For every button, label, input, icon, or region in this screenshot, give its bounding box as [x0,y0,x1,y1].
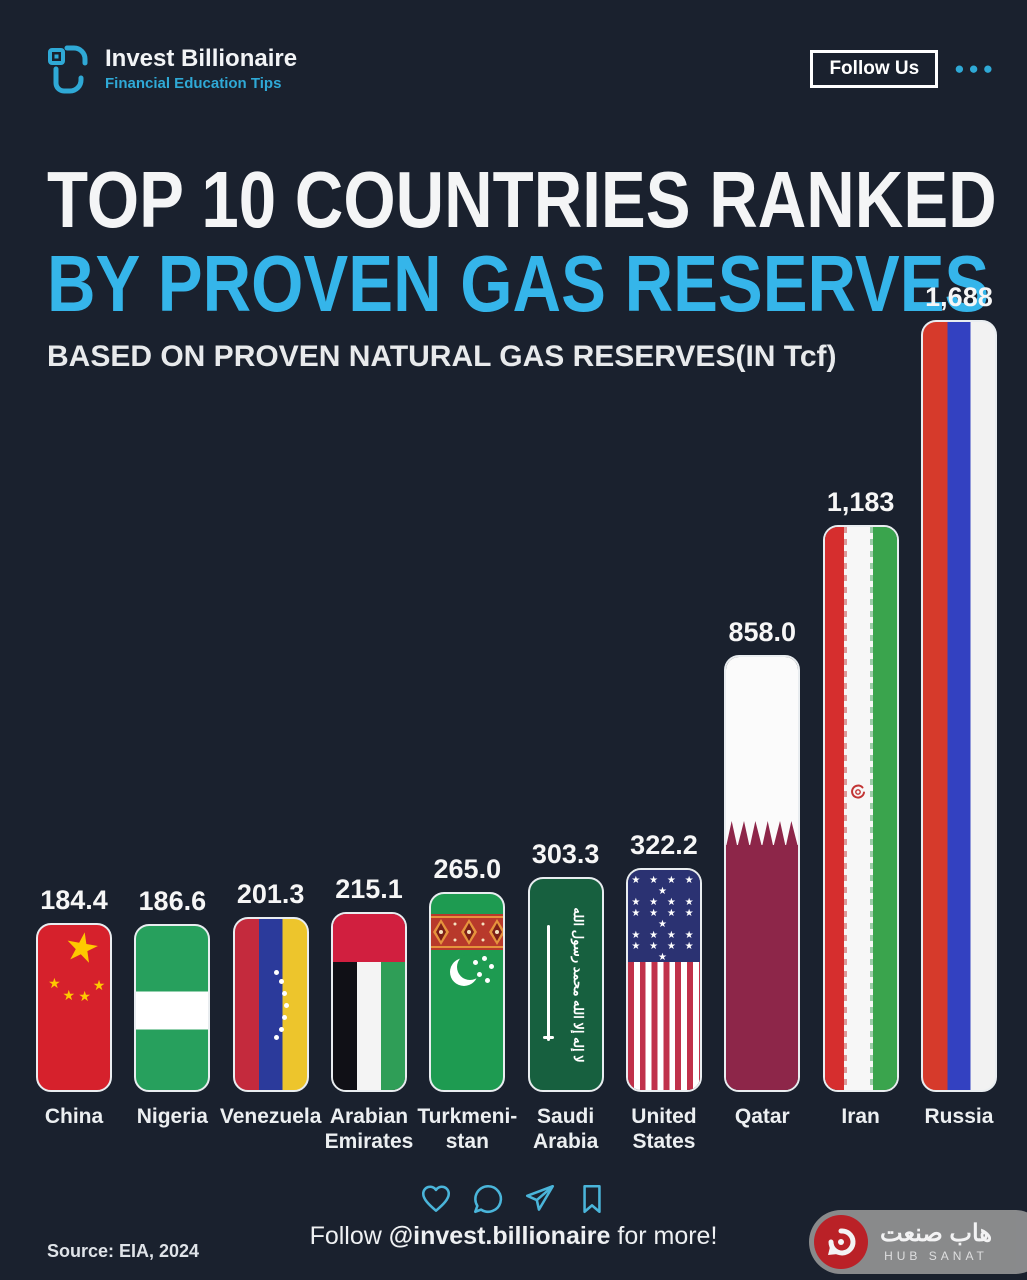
share-icon[interactable] [523,1182,557,1216]
comment-icon[interactable] [471,1182,505,1216]
title-block: TOP 10 COUNTRIES RANKED BY PROVEN GAS RE… [47,158,1007,374]
bar-label: Saudi Arabia [532,1105,599,1154]
bar-label: Iran [841,1105,880,1128]
follow-suffix: for more! [610,1222,718,1250]
china-small-star-icon: ★ [48,975,61,992]
bar-us-flag: ★ ★ ★ ★ ★ ★ ★ ★ ★ ★ ★ ★ ★ ★ ★ ★ ★ ★ ★ ★ ★ ★ … [625,868,702,1092]
bar-value: 186.6 [138,886,207,916]
bar-value: 1,688 [925,282,993,312]
page-subtitle: BASED ON PROVEN NATURAL GAS RESERVES(IN … [47,340,837,373]
bar-value: 201.3 [236,879,305,909]
bar-value: 215.1 [335,874,403,904]
heart-icon[interactable] [419,1182,453,1216]
bar-nigeria-flag [134,924,211,1092]
bar-column-nigeria: 186.6 Nigeria [132,886,212,1160]
brand-tagline: Financial Education Tips [105,75,282,93]
bar-turkmenistan-flag [429,892,506,1092]
page-title-line1: TOP 10 COUNTRIES RANKED [47,155,997,244]
turkmen-carpet-band [431,914,504,950]
bar-chart: 184.4 ★ ★ ★ ★ ★ China 186.6 Nigeria 201.… [34,282,999,1160]
iran-emblem-icon [851,784,866,799]
saudi-sword-icon [542,925,554,1042]
follow-us-button[interactable]: Follow Us [810,50,939,88]
saudi-shahada-script: لا إله إلا الله محمد رسول الله [570,906,586,1063]
brand-name: Invest Billionaire [105,44,298,72]
bar-column-saudi-arabia: 303.3 لا إله إلا الله محمد رسول الله Sau… [526,839,606,1160]
bar-venezuela-flag [232,917,309,1092]
china-big-star-icon: ★ [60,923,104,974]
follow-handle: @invest.billionaire [388,1222,611,1250]
bar-column-turkmenistan: 265.0 [417,854,517,1160]
bar-column-russia: 1,688 Russia [919,282,999,1160]
bar-value: 303.3 [531,839,600,869]
bar-column-china: 184.4 ★ ★ ★ ★ ★ China [34,885,114,1160]
social-icons-row [0,1182,1027,1216]
watermark-arabic: هاب صنعت [880,1219,992,1247]
bar-qatar-flag [724,655,801,1092]
bar-value: 858.0 [728,617,797,647]
qatar-serrated-edge [726,819,799,847]
china-small-star-icon: ★ [62,986,76,1003]
more-options-icon[interactable]: ●●● [954,59,997,78]
bar-label: Qatar [734,1105,790,1128]
bar-label: United States [631,1105,697,1154]
header-actions: Follow Us ●●● [810,50,997,88]
bar-china-flag: ★ ★ ★ ★ ★ [36,923,112,1092]
bar-uae-flag [330,912,407,1092]
us-canton-stars: ★ ★ ★ ★ ★ ★ ★ ★ ★ ★ ★ ★ ★ ★ ★ ★ ★ ★ ★ ★ ★ ★ … [627,870,700,962]
bar-value: 322.2 [630,830,698,860]
brand-text: Invest Billionaire Financial Education T… [105,44,298,93]
bar-label: Turkmeni- stan [417,1105,518,1154]
bar-label: Nigeria [136,1105,208,1128]
bar-column-arabian-emirates: 215.1 Arabian Emirates [325,874,414,1160]
hub-sanat-logo-icon [814,1215,868,1269]
bar-russia-flag [920,320,997,1092]
bookmark-icon[interactable] [575,1182,609,1216]
bar-value: 1,183 [826,487,895,517]
brand: Invest Billionaire Financial Education T… [47,42,997,96]
bar-label: Arabian Emirates [324,1105,414,1154]
watermark-latin: HUB SANAT [884,1249,988,1264]
bar-label: China [44,1105,104,1128]
hub-sanat-text: هاب صنعت HUB SANAT [880,1219,992,1264]
bar-column-qatar: 858.0 Qatar [722,617,802,1160]
bar-column-united-states: 322.2 ★ ★ ★ ★ ★ ★ ★ ★ ★ ★ ★ ★ ★ ★ ★ ★ ★ ★ ★ … [624,830,704,1160]
china-small-star-icon: ★ [78,988,91,1005]
china-small-star-icon: ★ [92,976,106,993]
hub-sanat-watermark: هاب صنعت HUB SANAT [809,1210,1027,1274]
header: Invest Billionaire Financial Education T… [47,42,997,102]
bar-iran-flag [822,525,899,1092]
bar-label: Russia [924,1105,994,1128]
bar-column-iran: 1,183 Iran [821,487,901,1160]
bar-value: 265.0 [433,854,502,884]
follow-cta: Follow @invest.billionaire for more! [0,1222,1027,1251]
bar-value: 184.4 [40,885,108,915]
us-stripes [627,962,700,1090]
source-note: Source: EIA, 2024 [47,1241,200,1261]
bar-saudi-flag: لا إله إلا الله محمد رسول الله [527,877,604,1092]
follow-prefix: Follow [309,1222,389,1250]
bar-label: Venezuela [219,1105,322,1128]
page-title-line2: BY PROVEN GAS RESERVES [47,239,990,328]
bar-column-venezuela: 201.3 Venezuela [220,879,322,1160]
invest-billionaire-logo-icon [48,45,88,94]
turkmen-crescent-icon [450,954,484,986]
